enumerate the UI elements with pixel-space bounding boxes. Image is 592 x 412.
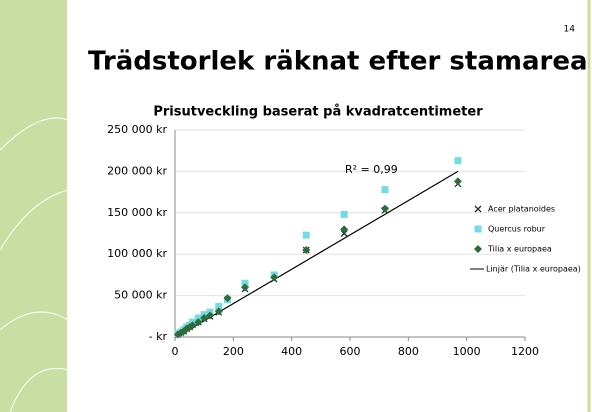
point [214,307,223,316]
point [340,210,348,218]
point [381,186,389,194]
legend-label: Quercus robur [488,225,546,234]
point [270,273,279,282]
side-band [0,0,68,412]
trendline [180,170,459,336]
x-tick-label: 200 [223,345,244,358]
point [188,321,197,330]
y-tick-label: 100 000 kr [107,247,167,260]
point [200,313,209,322]
chart-title: Prisutveckling baserat på kvadratcentime… [153,105,483,120]
y-tick-label: 200 000 kr [107,164,167,177]
x-tick-label: 0 [172,345,179,358]
x-tick-label: 600 [340,345,361,358]
point [381,204,389,213]
legend-label: Acer platanoides [488,205,555,214]
x-tick-label: 400 [281,345,302,358]
point [194,318,203,327]
point [241,279,249,287]
point [302,246,311,255]
point [302,231,310,239]
y-tick-label: 50 000 kr [114,289,167,302]
point [454,157,462,165]
decoration [0,117,69,412]
y-tick-label: 250 000 kr [107,123,167,136]
x-tick-label: 1200 [511,345,539,358]
legend-marker [474,225,482,233]
legend-marker [474,205,482,213]
slide-title: Trädstorlek räknat efter stamarea [88,47,588,77]
legend-label: Tilia x europaea [487,245,552,254]
point [453,177,462,186]
point [340,225,349,234]
point [206,311,214,320]
x-tick-label: 800 [398,345,419,358]
y-tick-label: - kr [149,330,168,343]
slide-number: 14 [564,25,576,35]
point [340,230,348,237]
legend-label: Linjär (Tilia x europaea) [486,265,581,274]
point [194,314,202,322]
legend-marker [474,245,482,253]
annotation: R² = 0,99 [345,163,398,176]
y-tick-label: 150 000 kr [107,206,167,219]
x-tick-label: 1000 [453,345,481,358]
point [223,294,232,303]
point [215,302,223,310]
point [241,283,249,292]
